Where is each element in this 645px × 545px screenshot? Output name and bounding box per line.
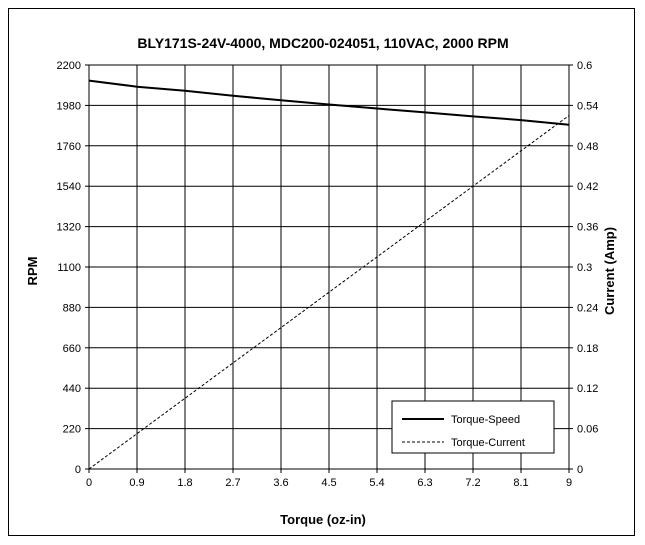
x-tick-label: 3.6	[273, 477, 288, 489]
y-tick-label: 1100	[57, 262, 81, 274]
x-axis-title: Torque (oz-in)	[280, 512, 366, 527]
legend: Torque-Speed Torque-Current	[391, 400, 555, 454]
x-tick-label: 1.8	[177, 477, 192, 489]
x-tick-label: 7.2	[465, 477, 480, 489]
x-tick-label: 2.7	[225, 477, 240, 489]
chart-frame: BLY171S-24V-4000, MDC200-024051, 110VAC,…	[8, 8, 635, 536]
y-tick-label: 0	[75, 464, 81, 476]
y-tick-label: 220	[63, 424, 81, 436]
x-tick-label: 9	[566, 477, 572, 489]
y2-tick-label: 0	[577, 464, 583, 476]
x-tick-label: 4.5	[321, 477, 336, 489]
y-tick-label: 440	[63, 383, 81, 395]
y2-tick-label: 0.18	[577, 343, 598, 355]
series-line-torque-current	[88, 115, 570, 470]
series-line-torque-speed	[88, 79, 570, 126]
y-tick-label: 880	[63, 302, 81, 314]
legend-label-torque-current: Torque-Current	[451, 437, 525, 449]
y2-tick-label: 0.24	[577, 302, 598, 314]
y2-tick-label: 0.12	[577, 383, 598, 395]
y-axis-title: RPM	[25, 257, 40, 286]
x-tick-label: 0	[86, 477, 92, 489]
chart-title: BLY171S-24V-4000, MDC200-024051, 110VAC,…	[137, 35, 508, 51]
legend-box	[391, 400, 555, 454]
y-tick-label: 1540	[57, 181, 81, 193]
x-tick-label: 6.3	[417, 477, 432, 489]
y2-tick-label: 0.06	[577, 424, 598, 436]
y2-tick-label: 0.48	[577, 141, 598, 153]
x-tick-label: 5.4	[369, 477, 384, 489]
y2-tick-label: 0.54	[577, 100, 598, 112]
y-tick-label: 2200	[57, 60, 81, 72]
plot-area	[88, 79, 570, 470]
y2-tick-label: 0.3	[577, 262, 592, 274]
y-tick-label: 1980	[57, 100, 81, 112]
y2-tick-label: 0.36	[577, 222, 598, 234]
x-tick-label: 8.1	[513, 477, 528, 489]
y2-axis-title: Current (Amp)	[602, 227, 617, 315]
y-tick-label: 1760	[57, 141, 81, 153]
y2-tick-label: 0.6	[577, 60, 592, 72]
legend-label-torque-speed: Torque-Speed	[451, 414, 520, 426]
grid	[85, 64, 573, 473]
y-tick-label: 1320	[57, 222, 81, 234]
x-tick-label: 0.9	[129, 477, 144, 489]
y-tick-label: 660	[63, 343, 81, 355]
chart: BLY171S-24V-4000, MDC200-024051, 110VAC,…	[25, 35, 617, 527]
y2-tick-label: 0.42	[577, 181, 598, 193]
